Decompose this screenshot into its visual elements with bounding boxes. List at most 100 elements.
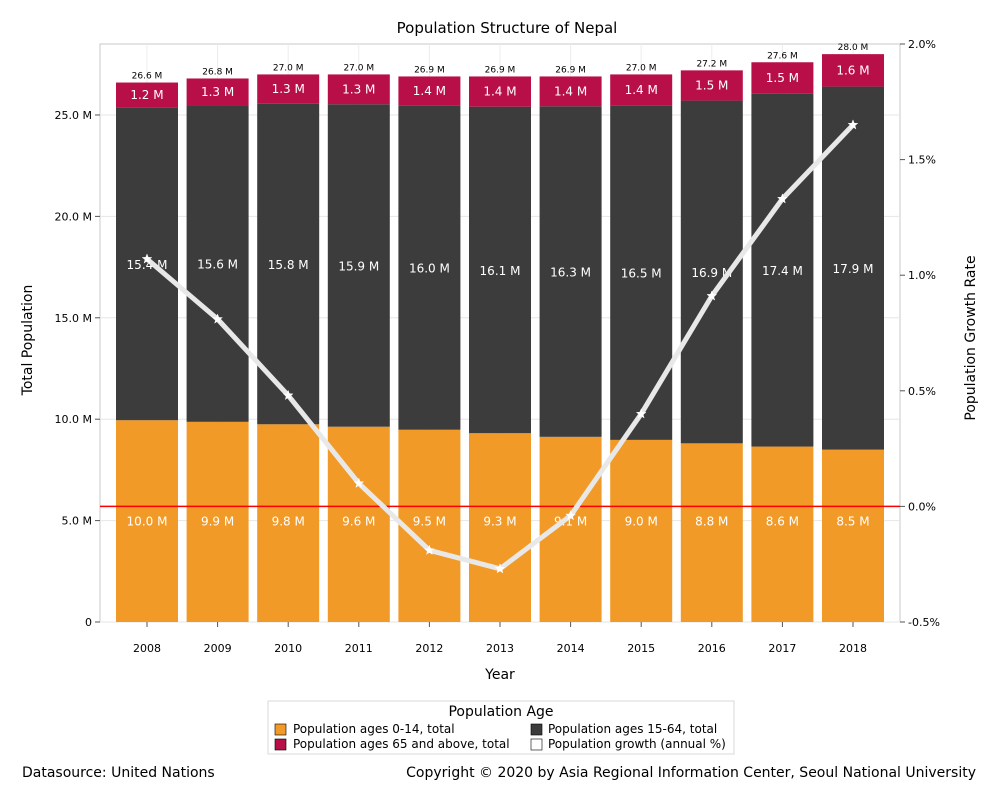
x-tick-label: 2014: [557, 642, 585, 655]
bar-total-label: 26.8 M: [202, 67, 233, 77]
growth-point: [353, 477, 365, 488]
y2-tick-label: 2.0%: [908, 38, 936, 51]
y-tick-label: 0: [85, 616, 92, 629]
bar-label-ages-0-14: 9.6 M: [342, 515, 375, 529]
bar-segment-ages-0-14: [751, 446, 814, 622]
bar-segment-ages-65-above: [398, 76, 461, 106]
legend-label-ages-65-above: Population ages 65 and above, total: [293, 737, 510, 751]
chart-title: Population Structure of Nepal: [397, 19, 618, 37]
x-tick-label: 2011: [345, 642, 373, 655]
growth-line-layer: [100, 119, 900, 574]
bar-label-ages-65-above: 1.3 M: [272, 82, 305, 96]
y-tick-label: 10.0 M: [55, 413, 92, 426]
growth-point: [776, 193, 788, 204]
bar-label-ages-65-above: 1.2 M: [130, 88, 163, 102]
bar-segment-ages-15-64: [398, 105, 461, 430]
growth-point: [282, 389, 294, 401]
bar-segment-ages-0-14: [186, 421, 249, 622]
y-tick-label: 15.0 M: [55, 312, 92, 325]
bar-segment-ages-15-64: [186, 105, 249, 422]
y-axis-label: Total Population: [20, 285, 36, 397]
bar-segment-ages-15-64: [751, 93, 814, 447]
y2-tick-label: 1.0%: [908, 269, 936, 282]
bar-label-ages-15-64: 16.5 M: [621, 267, 662, 281]
bar-segment-ages-65-above: [610, 74, 673, 106]
growth-point: [141, 253, 153, 264]
bar-label-ages-15-64: 17.9 M: [833, 262, 874, 276]
growth-point: [635, 408, 647, 419]
y2-axis-label: Population Growth Rate: [963, 255, 979, 420]
bar-segment-ages-0-14: [398, 429, 461, 622]
y2-tick-label: 1.5%: [908, 154, 936, 167]
bar-segment-ages-0-14: [610, 439, 673, 622]
bar-segment-ages-15-64: [680, 100, 743, 444]
bar-label-ages-65-above: 1.4 M: [413, 84, 446, 98]
bar-label-ages-65-above: 1.4 M: [483, 85, 516, 99]
bar-total-label: 27.6 M: [767, 51, 798, 61]
x-tick-label: 2012: [415, 642, 443, 655]
bar-total-label: 26.6 M: [132, 72, 163, 82]
legend-label-ages-15-64: Population ages 15-64, total: [548, 722, 717, 736]
bar-total-label: 26.9 M: [414, 65, 445, 75]
x-tick-label: 2015: [627, 642, 655, 655]
bar-label-ages-0-14: 9.3 M: [483, 515, 516, 529]
bar-segment-ages-65-above: [469, 76, 531, 107]
bar-label-ages-15-64: 16.9 M: [691, 266, 732, 280]
bar-label-ages-0-14: 9.1 M: [554, 515, 587, 529]
x-tick-label: 2009: [204, 642, 232, 655]
legend-swatch-ages-0-14: [274, 723, 287, 736]
bar-label-ages-0-14: 9.0 M: [625, 515, 658, 529]
legend-swatch-growth: [530, 738, 543, 751]
bar-total-label: 27.2 M: [696, 59, 727, 69]
bar-label-ages-0-14: 10.0 M: [127, 515, 168, 529]
bar-label-ages-15-64: 16.3 M: [550, 266, 591, 280]
bar-label-ages-15-64: 15.9 M: [338, 259, 379, 273]
bar-total-label: 27.0 M: [626, 63, 657, 73]
bar-total-label: 27.0 M: [273, 63, 304, 73]
bar-segment-ages-0-14: [469, 433, 531, 622]
x-tick-label: 2017: [768, 642, 796, 655]
bar-label-ages-15-64: 17.4 M: [762, 264, 803, 278]
legend-box: [267, 700, 735, 755]
legend-swatch-ages-15-64: [530, 723, 543, 736]
bar-label-ages-15-64: 15.6 M: [197, 258, 238, 272]
growth-point: [423, 544, 435, 555]
x-tick-label: 2013: [486, 642, 514, 655]
y2-tick-label: 0.0%: [908, 500, 936, 513]
axes: 0 5.0 M 10.0 M 15.0 M 20.0 M 25.0 M -0.5% 0.0% 0…: [55, 38, 940, 655]
bar-label-ages-0-14: 8.8 M: [695, 515, 728, 529]
bar-segment-ages-65-above: [751, 62, 814, 94]
y-tick-label: 5.0 M: [62, 515, 92, 528]
x-tick-label: 2010: [274, 642, 302, 655]
bar-segment-ages-65-above: [186, 78, 249, 106]
growth-point: [494, 563, 506, 574]
bar-label-ages-65-above: 1.4 M: [625, 83, 658, 97]
legend-title: Population Age: [448, 704, 553, 720]
bar-label-ages-15-64: 15.8 M: [268, 258, 309, 272]
bar-label-ages-0-14: 9.5 M: [413, 515, 446, 529]
bar-label-ages-65-above: 1.3 M: [201, 85, 234, 99]
bar-label-ages-15-64: 16.0 M: [409, 261, 450, 275]
bar-segment-ages-15-64: [327, 104, 390, 427]
bar-label-ages-65-above: 1.6 M: [836, 63, 869, 77]
bar-segment-ages-15-64: [116, 107, 178, 421]
legend-label-ages-0-14: Population ages 0-14, total: [293, 722, 455, 736]
growth-point: [565, 509, 577, 521]
x-tick-label: 2008: [133, 642, 161, 655]
bar-label-ages-65-above: 1.5 M: [766, 71, 799, 85]
bar-label-ages-65-above: 1.5 M: [695, 78, 728, 92]
bar-segment-ages-65-above: [539, 76, 602, 107]
bar-total-label: 26.9 M: [555, 65, 586, 75]
x-axis-label: Year: [484, 667, 515, 683]
y-tick-label: 20.0 M: [55, 210, 92, 223]
bar-label-ages-0-14: 8.5 M: [836, 515, 869, 529]
bar-segment-ages-0-14: [257, 424, 320, 622]
bar-segment-ages-65-above: [822, 54, 884, 87]
stacked-bars: 10.0 M15.4 M1.2 M26.6 M9.9 M15.6 M1.3 M2…: [116, 43, 884, 622]
bar-label-ages-0-14: 8.6 M: [766, 515, 799, 529]
bar-segment-ages-0-14: [822, 449, 884, 622]
legend-swatch-ages-65-above: [274, 738, 287, 751]
x-tick-label: 2016: [698, 642, 726, 655]
bar-segment-ages-15-64: [469, 106, 531, 434]
